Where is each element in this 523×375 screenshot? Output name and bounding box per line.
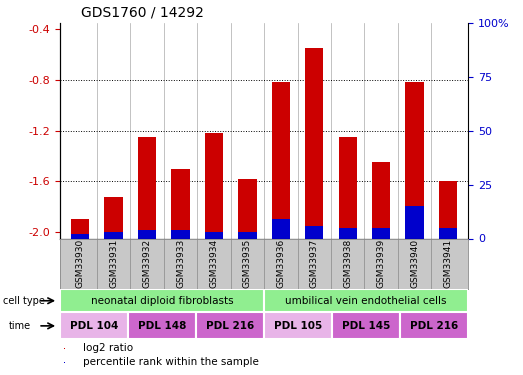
Text: GSM33932: GSM33932 (143, 239, 152, 288)
Bar (238, 179, 257, 238)
Bar (205, 133, 223, 238)
Bar (105, 232, 123, 238)
Bar (128, 312, 196, 339)
Text: PDL 105: PDL 105 (274, 321, 322, 331)
Bar (405, 206, 424, 238)
Bar (338, 137, 357, 238)
Bar (138, 137, 156, 238)
Bar (71, 234, 89, 238)
Text: umbilical vein endothelial cells: umbilical vein endothelial cells (286, 296, 447, 306)
Text: GSM33938: GSM33938 (343, 239, 352, 288)
Text: PDL 104: PDL 104 (70, 321, 118, 331)
Bar (405, 82, 424, 238)
Bar (305, 48, 323, 238)
Bar (172, 230, 190, 238)
Text: GSM33937: GSM33937 (310, 239, 319, 288)
Bar (332, 312, 400, 339)
Bar (105, 196, 123, 238)
Bar (60, 289, 264, 312)
Bar (372, 228, 390, 238)
Text: GSM33931: GSM33931 (109, 239, 118, 288)
Text: GDS1760 / 14292: GDS1760 / 14292 (81, 5, 204, 19)
Bar (238, 232, 257, 238)
Text: PDL 216: PDL 216 (206, 321, 254, 331)
Bar (264, 289, 468, 312)
Bar (400, 312, 468, 339)
Text: GSM33936: GSM33936 (276, 239, 286, 288)
Text: PDL 145: PDL 145 (342, 321, 390, 331)
Bar (172, 169, 190, 238)
Bar (271, 82, 290, 238)
Bar (196, 312, 264, 339)
Bar (60, 312, 128, 339)
Text: GSM33933: GSM33933 (176, 239, 185, 288)
Text: GSM33934: GSM33934 (209, 239, 219, 288)
Text: GSM33935: GSM33935 (243, 239, 252, 288)
Text: cell type: cell type (3, 296, 44, 306)
Text: GSM33941: GSM33941 (444, 239, 452, 288)
Text: GSM33930: GSM33930 (76, 239, 85, 288)
Bar (205, 232, 223, 238)
Text: log2 ratio: log2 ratio (83, 343, 133, 353)
Text: GSM33940: GSM33940 (410, 239, 419, 288)
Text: neonatal diploid fibroblasts: neonatal diploid fibroblasts (91, 296, 233, 306)
Bar (64, 362, 65, 363)
Text: percentile rank within the sample: percentile rank within the sample (83, 357, 258, 368)
Bar (138, 230, 156, 238)
Bar (71, 219, 89, 239)
Bar (305, 226, 323, 238)
Bar (64, 348, 65, 349)
Bar (271, 219, 290, 239)
Text: time: time (9, 321, 31, 331)
Bar (372, 162, 390, 238)
Text: GSM33939: GSM33939 (377, 239, 385, 288)
Text: PDL 216: PDL 216 (410, 321, 458, 331)
Bar (439, 182, 457, 238)
Bar (338, 228, 357, 238)
Bar (264, 312, 332, 339)
Bar (439, 228, 457, 238)
Text: PDL 148: PDL 148 (138, 321, 186, 331)
